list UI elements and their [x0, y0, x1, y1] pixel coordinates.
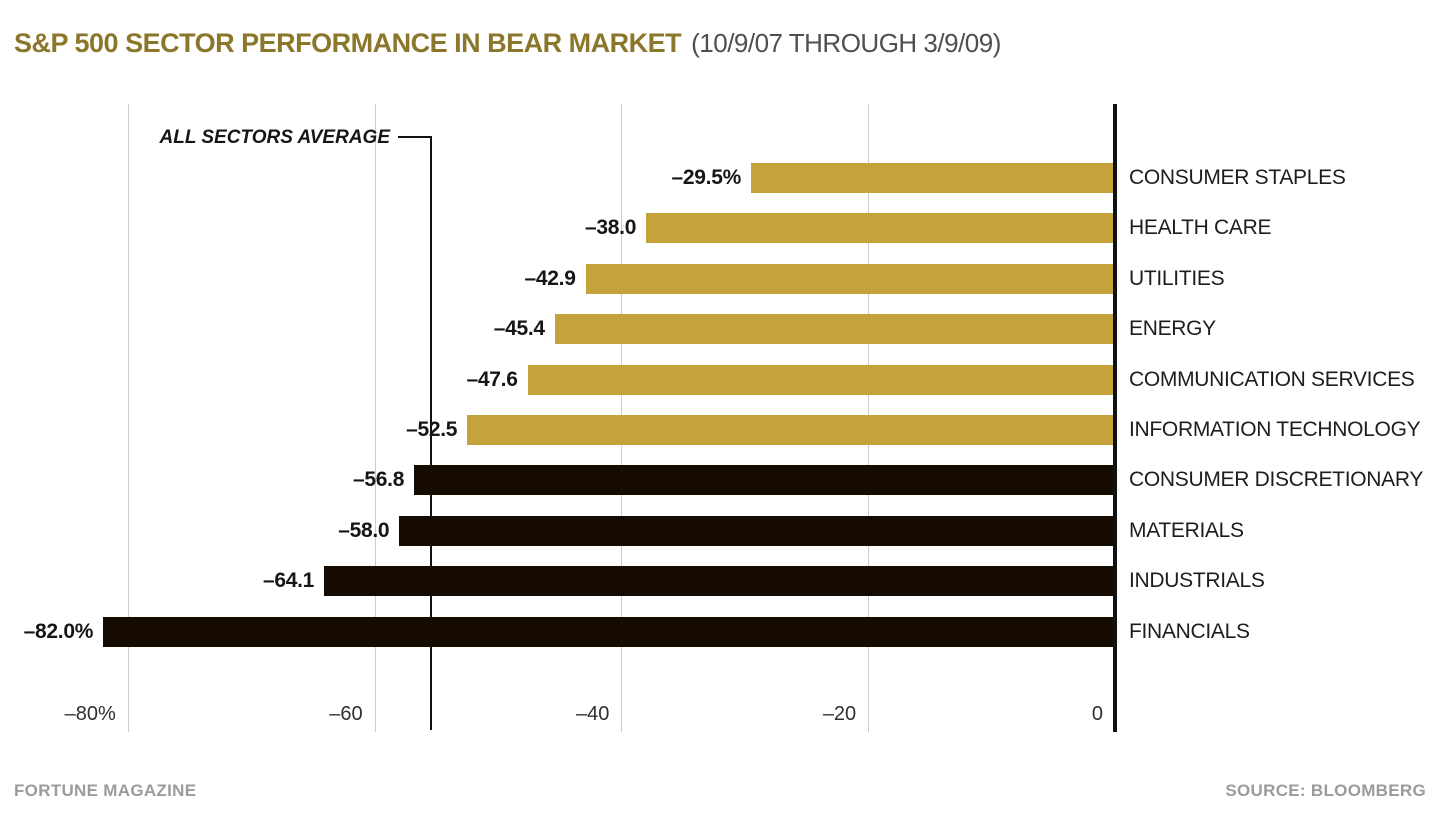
bar-value-label-consumer-staples: –29.5%	[671, 166, 742, 189]
chart-title: S&P 500 SECTOR PERFORMANCE IN BEAR MARKE…	[14, 28, 682, 58]
bar-category-label-information-technology: INFORMATION TECHNOLOGY	[1129, 418, 1421, 441]
x-tick-label: –20	[822, 703, 857, 725]
x-tick-label: 0	[1091, 703, 1103, 725]
footer-brand: FORTUNE MAGAZINE	[14, 781, 197, 800]
bar-value-label-utilities: –42.9	[524, 266, 576, 290]
gridline	[374, 104, 376, 732]
bar-materials	[399, 515, 1115, 546]
bar-health-care	[646, 213, 1115, 244]
bar-category-label-industrials: INDUSTRIALS	[1129, 569, 1265, 593]
x-tick-label: –80%	[64, 703, 116, 725]
bar-value-label-financials: –82.0%	[23, 619, 94, 643]
bar-utilities	[585, 263, 1115, 294]
chart-subtitle: (10/9/07 THROUGH 3/9/09)	[691, 28, 1001, 58]
bar-category-label-materials: MATERIALS	[1129, 518, 1244, 542]
average-line	[430, 136, 432, 730]
bar-value-label-communication-services: –47.6	[466, 367, 518, 391]
average-line-connector	[398, 136, 431, 138]
bar-value-label-energy: –45.4	[493, 317, 545, 341]
bar-category-label-health-care: HEALTH CARE	[1129, 216, 1272, 240]
bar-value-label-information-technology: –52.5	[406, 418, 458, 441]
average-label: ALL SECTORS AVERAGE	[159, 127, 391, 148]
bar-category-label-energy: ENERGY	[1129, 317, 1216, 341]
gridline	[127, 104, 129, 732]
zero-axis-line	[1113, 104, 1117, 732]
bar-category-label-financials: FINANCIALS	[1129, 619, 1250, 643]
bar-value-label-materials: –58.0	[338, 518, 390, 542]
bar-information-technology	[467, 415, 1115, 445]
x-tick-label: –60	[329, 703, 363, 725]
bar-industrials	[324, 566, 1115, 597]
bar-value-label-consumer-discretionary: –56.8	[353, 468, 405, 492]
bar-category-label-consumer-staples: CONSUMER STAPLES	[1129, 166, 1346, 189]
x-tick-label: –40	[576, 703, 610, 725]
footer-source: SOURCE: BLOOMBERG	[1225, 781, 1426, 800]
bar-consumer-staples	[750, 163, 1115, 193]
bar-category-label-consumer-discretionary: CONSUMER DISCRETIONARY	[1129, 468, 1424, 492]
bar-consumer-discretionary	[414, 465, 1115, 496]
bar-category-label-communication-services: COMMUNICATION SERVICES	[1129, 367, 1415, 391]
bar-category-label-utilities: UTILITIES	[1129, 266, 1225, 290]
bar-energy	[554, 314, 1115, 345]
chart-header: S&P 500 SECTOR PERFORMANCE IN BEAR MARKE…	[14, 28, 1001, 59]
bar-value-label-industrials: –64.1	[262, 569, 314, 593]
bar-financials	[103, 616, 1115, 647]
bar-communication-services	[527, 364, 1115, 395]
bar-value-label-health-care: –38.0	[585, 216, 637, 240]
